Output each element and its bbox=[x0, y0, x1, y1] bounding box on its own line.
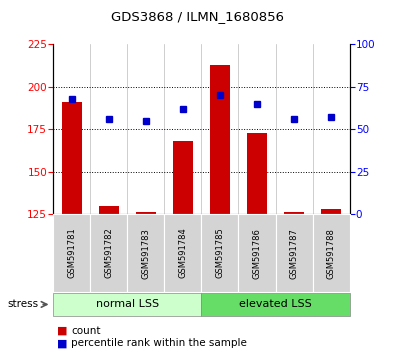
Bar bbox=[62, 102, 82, 214]
Bar bbox=[53, 214, 90, 292]
Bar bbox=[284, 212, 304, 214]
Text: percentile rank within the sample: percentile rank within the sample bbox=[71, 338, 247, 348]
Bar bbox=[247, 133, 267, 214]
Bar bbox=[276, 214, 312, 292]
Bar bbox=[127, 214, 164, 292]
Bar bbox=[210, 65, 230, 214]
Bar bbox=[321, 209, 341, 214]
Text: elevated LSS: elevated LSS bbox=[239, 299, 312, 309]
Bar bbox=[164, 214, 201, 292]
Text: GSM591787: GSM591787 bbox=[290, 228, 299, 279]
Bar bbox=[136, 212, 156, 214]
Bar bbox=[173, 141, 193, 214]
Bar bbox=[201, 214, 239, 292]
Text: GSM591783: GSM591783 bbox=[141, 228, 150, 279]
Text: count: count bbox=[71, 326, 101, 336]
Text: GDS3868 / ILMN_1680856: GDS3868 / ILMN_1680856 bbox=[111, 10, 284, 23]
Text: GSM591786: GSM591786 bbox=[252, 228, 261, 279]
Bar bbox=[53, 293, 201, 316]
Text: ■: ■ bbox=[57, 326, 68, 336]
Text: GSM591782: GSM591782 bbox=[104, 228, 113, 279]
Text: stress: stress bbox=[8, 299, 39, 309]
Bar bbox=[239, 214, 276, 292]
Bar bbox=[99, 206, 119, 214]
Text: GSM591784: GSM591784 bbox=[179, 228, 188, 279]
Text: normal LSS: normal LSS bbox=[96, 299, 159, 309]
Text: GSM591785: GSM591785 bbox=[215, 228, 224, 279]
Text: GSM591781: GSM591781 bbox=[67, 228, 76, 279]
Bar bbox=[312, 214, 350, 292]
Text: GSM591788: GSM591788 bbox=[327, 228, 336, 279]
Text: ■: ■ bbox=[57, 338, 68, 348]
Bar bbox=[90, 214, 127, 292]
Bar bbox=[201, 293, 350, 316]
